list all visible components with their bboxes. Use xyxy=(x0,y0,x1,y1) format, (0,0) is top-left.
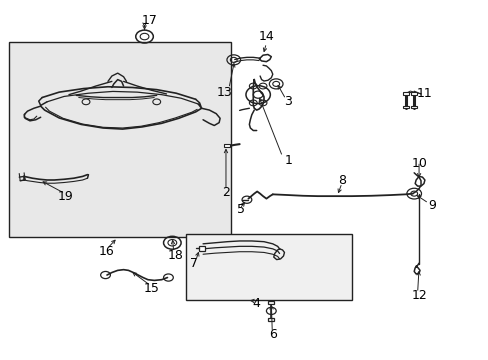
Text: 2: 2 xyxy=(222,186,229,199)
Text: 15: 15 xyxy=(143,282,160,295)
Bar xyxy=(410,106,416,108)
Text: 14: 14 xyxy=(258,30,274,43)
Bar xyxy=(198,246,204,251)
Bar xyxy=(185,234,351,300)
Text: 9: 9 xyxy=(427,199,435,212)
Text: 16: 16 xyxy=(99,245,115,258)
Text: 10: 10 xyxy=(411,157,427,170)
Bar xyxy=(9,42,231,237)
Text: 4: 4 xyxy=(252,297,260,310)
Text: 19: 19 xyxy=(57,190,73,203)
Text: 12: 12 xyxy=(410,289,426,302)
Bar xyxy=(268,318,274,320)
Bar xyxy=(403,93,408,95)
Text: 1: 1 xyxy=(284,154,292,167)
Bar xyxy=(410,93,416,95)
Text: 18: 18 xyxy=(167,249,183,262)
Text: 5: 5 xyxy=(236,203,244,216)
Text: 13: 13 xyxy=(217,86,232,99)
Bar xyxy=(224,144,229,147)
Text: 8: 8 xyxy=(337,174,346,186)
Text: 17: 17 xyxy=(141,14,157,27)
Text: 6: 6 xyxy=(268,328,276,341)
Text: 11: 11 xyxy=(416,87,432,100)
Bar xyxy=(403,106,408,108)
Bar xyxy=(268,301,274,304)
Text: 3: 3 xyxy=(284,95,292,108)
Text: 7: 7 xyxy=(190,257,198,270)
